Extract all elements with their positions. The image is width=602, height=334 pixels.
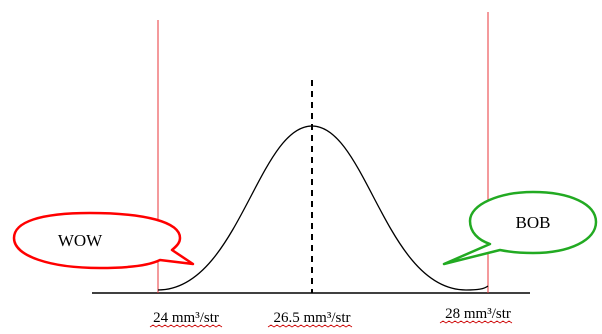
tick-label-upper: 28 mm³/str <box>445 306 511 322</box>
squiggle-underline-upper <box>439 320 513 324</box>
wow-callout-text: WOW <box>58 231 103 250</box>
wow-callout-bubble <box>12 211 195 270</box>
bob-callout-text: BOB <box>516 213 551 232</box>
squiggle-underline-center <box>267 324 353 328</box>
tick-label-center: 26.5 mm³/str <box>274 310 351 326</box>
wow-callout: WOW <box>12 211 195 270</box>
tick-label-lower: 24 mm³/str <box>153 310 219 326</box>
bob-callout-bubble <box>442 190 598 266</box>
bob-callout: BOB <box>442 190 598 266</box>
bell-curve <box>157 125 489 291</box>
squiggle-underline-lower <box>149 324 223 328</box>
